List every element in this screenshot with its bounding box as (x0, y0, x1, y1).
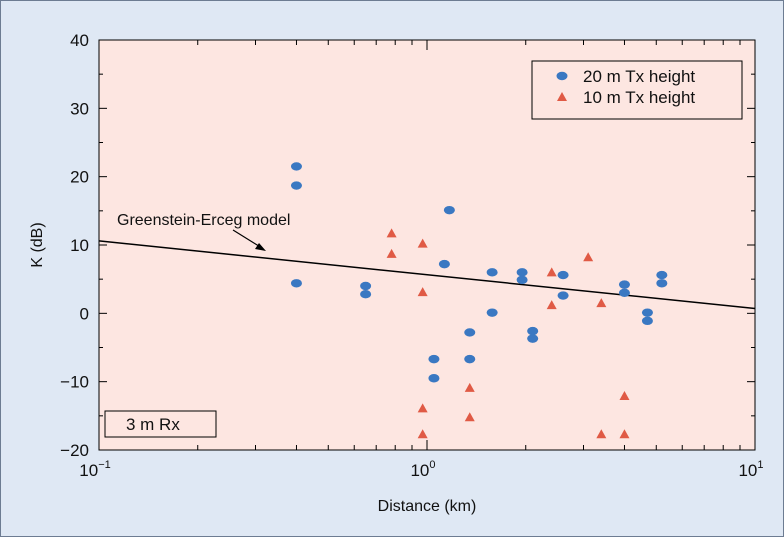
data-point-10m (619, 391, 630, 401)
data-point-20m (516, 275, 528, 285)
plot-border (98, 39, 756, 451)
data-point-20m (464, 354, 476, 364)
data-point-20m (527, 334, 539, 343)
legend: 20 m Tx height 10 m Tx height (531, 60, 743, 120)
data-point-10m (386, 228, 397, 238)
y-tick-label: 20 (70, 168, 89, 187)
x-tick-label-exponent: 0 (429, 459, 435, 471)
y-axis-title: K (dB) (29, 222, 46, 267)
data-point-20m (656, 279, 668, 288)
data-point-10m (417, 287, 428, 297)
data-point-20m (290, 181, 302, 190)
y-tick-label: 40 (70, 31, 89, 50)
data-point-20m (438, 259, 450, 269)
x-tick-label-exponent: −1 (98, 459, 111, 471)
data-point-20m (464, 328, 476, 337)
axis-ticks (98, 39, 755, 451)
data-point-20m (516, 268, 528, 277)
data-point-20m (486, 268, 498, 277)
x-tick-label: 100 (410, 459, 435, 480)
model-annotation-arrowhead (255, 243, 266, 251)
x-tick-label-base: 10 (410, 461, 429, 480)
data-point-10m (386, 248, 397, 258)
x-axis-title: Distance (km) (378, 498, 477, 515)
data-point-20m (443, 205, 455, 215)
y-tick-label: −10 (60, 373, 89, 392)
data-point-20m (290, 162, 302, 171)
data-point-20m (557, 291, 569, 300)
data-point-20m (486, 308, 498, 317)
data-point-10m (546, 267, 557, 277)
rx-height-box (104, 410, 217, 438)
x-tick-label-base: 10 (738, 461, 757, 480)
legend-label-20m: 20 m Tx height (583, 67, 695, 86)
model-line (98, 240, 756, 310)
model-annotation-arrow (232, 229, 263, 249)
data-point-10m (417, 238, 428, 248)
y-tick-labels: −20 −10 0 10 20 30 40 (60, 31, 89, 460)
y-tick-label: 10 (70, 236, 89, 255)
model-label: Greenstein-Erceg model (117, 212, 290, 229)
x-tick-label-base: 10 (79, 461, 98, 480)
legend-marker-10m (557, 92, 567, 101)
data-point-20m (641, 308, 653, 317)
y-tick-label: −20 (60, 441, 89, 460)
data-point-10m (417, 429, 428, 439)
data-point-10m (464, 382, 475, 392)
legend-box (531, 60, 743, 120)
data-point-10m (619, 429, 630, 439)
x-tick-label-exponent: 1 (757, 459, 763, 471)
x-tick-label: 10−1 (79, 459, 110, 480)
rx-height-label: 3 m Rx (126, 415, 180, 434)
data-point-10m (546, 300, 557, 310)
x-tick-labels: 10−1 100 101 (79, 459, 763, 480)
data-point-10m (596, 429, 607, 439)
y-tick-label: 30 (70, 99, 89, 118)
legend-label-10m: 10 m Tx height (583, 88, 695, 107)
data-point-20m (618, 288, 630, 298)
data-point-10m (464, 412, 475, 422)
data-point-10m (583, 252, 594, 262)
x-tick-label: 101 (738, 459, 763, 480)
data-point-20m (641, 316, 653, 326)
data-points (290, 162, 668, 439)
data-point-20m (557, 270, 569, 280)
data-point-10m (417, 403, 428, 413)
data-point-20m (290, 279, 302, 288)
y-tick-label: 0 (80, 304, 89, 323)
data-point-10m (596, 298, 607, 308)
data-point-20m (618, 280, 630, 289)
data-point-20m (360, 290, 372, 299)
rx-height-annotation: 3 m Rx (104, 410, 217, 438)
data-point-20m (428, 374, 440, 383)
data-point-20m (656, 270, 668, 280)
model-line-group (98, 240, 756, 310)
data-point-20m (527, 326, 539, 336)
data-point-20m (428, 354, 440, 364)
legend-marker-20m (556, 71, 568, 81)
data-point-20m (360, 281, 372, 291)
